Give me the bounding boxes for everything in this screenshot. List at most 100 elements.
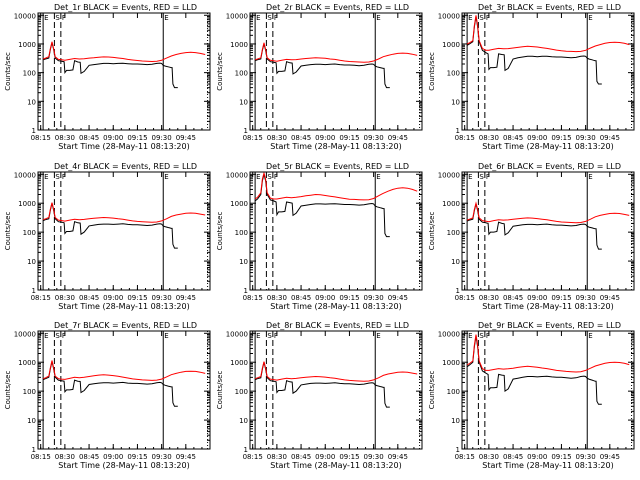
y-tick-label: 1: [244, 127, 248, 135]
marker-label: S: [479, 332, 484, 340]
y-axis-label: Counts/sec: [216, 371, 224, 410]
x-tick-label: 09:00: [315, 294, 335, 302]
y-tick-label: 1: [456, 127, 460, 135]
x-tick-label: 09:30: [152, 294, 172, 302]
y-tick-label: 1: [456, 446, 460, 454]
x-tick-label: 09:45: [388, 134, 408, 142]
x-tick-label: 09:45: [600, 134, 620, 142]
x-axis-label: Start Time (28-May-11 08:13:20): [482, 461, 613, 470]
x-tick-label: 09:15: [551, 134, 571, 142]
y-tick-label: 10000: [226, 171, 248, 179]
lld-series: [466, 15, 630, 53]
y-tick-label: 1000: [230, 200, 248, 208]
marker-label: F: [274, 173, 278, 181]
x-tick-label: 08:15: [31, 453, 51, 461]
x-tick-label: 09:30: [576, 453, 596, 461]
events-series: [42, 361, 178, 407]
y-axis-label: Counts/sec: [428, 52, 436, 91]
y-tick-label: 100: [235, 70, 248, 78]
y-axis-label: Counts/sec: [4, 212, 12, 251]
x-tick-label: 09:00: [315, 134, 335, 142]
plot-frame: [461, 12, 635, 131]
plot-frame: [461, 171, 635, 291]
y-axis-label: Counts/sec: [216, 212, 224, 251]
y-tick-label: 1000: [442, 200, 460, 208]
y-tick-label: 10: [451, 417, 460, 425]
y-tick-label: 10000: [438, 171, 460, 179]
y-tick-label: 10: [451, 258, 460, 266]
x-tick-label: 08:15: [455, 453, 475, 461]
marker-label: F: [274, 332, 278, 340]
panel-9: Det_9r BLACK = Events, RED = LLD Counts/s…: [428, 321, 635, 470]
y-tick-label: 10: [27, 258, 36, 266]
x-tick-label: 09:30: [364, 453, 384, 461]
y-tick-label: 10000: [14, 12, 36, 20]
x-tick-label: 09:00: [527, 453, 547, 461]
x-tick-label: 09:15: [127, 134, 147, 142]
x-tick-label: 08:45: [291, 294, 311, 302]
marker-label: E: [468, 173, 472, 181]
panel-2: Det_2r BLACK = Events, RED = LLD Counts/s…: [216, 3, 423, 151]
x-tick-label: 08:15: [455, 294, 475, 302]
marker-label: F: [62, 332, 66, 340]
events-series: [254, 43, 390, 89]
marker-label: E: [256, 173, 260, 181]
y-tick-label: 1: [32, 287, 36, 295]
events-series: [466, 203, 602, 250]
marker-label: S: [55, 14, 60, 22]
x-tick-label: 09:30: [364, 294, 384, 302]
y-tick-label: 100: [447, 229, 460, 237]
lld-series: [466, 201, 630, 224]
marker-label: S: [479, 14, 484, 22]
x-tick-label: 08:30: [55, 294, 75, 302]
panel-title: Det_9r BLACK = Events, RED = LLD: [478, 321, 621, 330]
x-tick-label: 09:45: [176, 453, 196, 461]
x-tick-label: 08:15: [31, 134, 51, 142]
x-tick-label: 09:15: [551, 453, 571, 461]
marker-label: F: [486, 173, 490, 181]
panel-4: Det_4r BLACK = Events, RED = LLD Counts/s…: [4, 162, 211, 311]
y-tick-label: 10: [451, 98, 460, 106]
y-tick-label: 10: [27, 417, 36, 425]
y-axis-label: Counts/sec: [428, 212, 436, 251]
plot-frame: [37, 171, 211, 291]
y-tick-label: 1000: [442, 359, 460, 367]
marker-label: S: [267, 332, 272, 340]
plot-frame: [37, 330, 211, 450]
x-tick-label: 08:45: [79, 453, 99, 461]
x-tick-label: 09:00: [103, 453, 123, 461]
panel-7: Det_7r BLACK = Events, RED = LLD Counts/s…: [4, 321, 211, 470]
marker-label: E: [468, 332, 472, 340]
x-axis-label: Start Time (28-May-11 08:13:20): [270, 461, 401, 470]
x-tick-label: 09:30: [576, 294, 596, 302]
y-tick-label: 10000: [438, 330, 460, 338]
x-tick-label: 08:45: [503, 453, 523, 461]
x-tick-label: 08:30: [267, 453, 287, 461]
marker-label: E: [256, 14, 260, 22]
panel-title: Det_3r BLACK = Events, RED = LLD: [478, 3, 621, 12]
lld-series: [42, 202, 206, 223]
marker-label: E: [468, 14, 472, 22]
y-axis-label: Counts/sec: [428, 371, 436, 410]
x-tick-label: 08:45: [79, 294, 99, 302]
lld-series: [42, 360, 206, 381]
marker-label: E: [588, 14, 592, 22]
lld-series: [254, 42, 418, 63]
y-tick-label: 100: [23, 229, 36, 237]
lld-series: [466, 334, 630, 373]
x-axis-label: Start Time (28-May-11 08:13:20): [482, 142, 613, 151]
y-tick-label: 1000: [442, 41, 460, 49]
events-series: [42, 203, 178, 249]
x-axis-label: Start Time (28-May-11 08:13:20): [482, 302, 613, 311]
x-tick-label: 09:15: [127, 294, 147, 302]
y-axis-label: Counts/sec: [4, 52, 12, 91]
y-tick-label: 1000: [18, 41, 36, 49]
lld-series: [42, 41, 206, 63]
panel-title: Det_2r BLACK = Events, RED = LLD: [266, 3, 409, 12]
marker-label: F: [486, 14, 490, 22]
marker-label: E: [376, 14, 380, 22]
marker-label: E: [256, 332, 260, 340]
y-tick-label: 1000: [230, 359, 248, 367]
x-tick-label: 09:30: [576, 134, 596, 142]
lld-series: [254, 361, 418, 382]
